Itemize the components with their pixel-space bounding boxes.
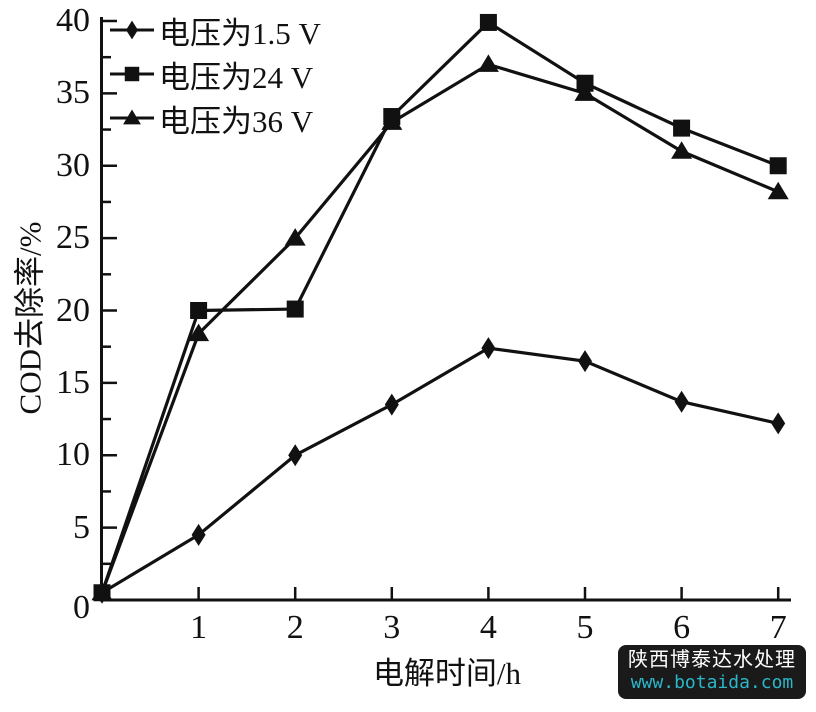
legend-label: 电压为1.5 V — [159, 15, 321, 51]
triangle-marker-icon — [110, 109, 154, 125]
diamond-marker-icon — [110, 20, 154, 40]
y-tick-label: 10 — [56, 436, 90, 474]
y-tick-label: 20 — [56, 291, 90, 329]
y-tick-label: 35 — [56, 74, 90, 112]
y-tick-label: 25 — [56, 219, 90, 257]
legend-item: 电压为36 V — [108, 96, 321, 140]
x-tick-label: 7 — [769, 609, 787, 646]
legend-item: 电压为24 V — [108, 52, 321, 96]
x-tick-label: 6 — [673, 609, 691, 646]
y-axis-label: COD去除率/% — [12, 221, 48, 415]
y-tick-label: 15 — [56, 363, 90, 401]
x-axis-label: 电解时间/h — [372, 656, 522, 691]
x-tick-label: 4 — [479, 609, 497, 646]
y-tick-label: 40 — [56, 2, 90, 39]
x-tick-label: 2 — [286, 609, 304, 646]
y-tick-label: 30 — [56, 146, 90, 184]
watermark-company: 陕西博泰达水处理 — [628, 649, 796, 671]
watermark-url: www.botaida.com — [630, 672, 794, 693]
legend-label: 电压为36 V — [159, 103, 314, 139]
legend-item: 电压为1.5 V — [108, 8, 321, 52]
x-tick-label: 1 — [190, 609, 208, 646]
legend: 电压为1.5 V 电压为24 V 电压为36 V — [108, 8, 321, 140]
y-tick-label: 0 — [73, 589, 90, 626]
square-marker-icon — [110, 66, 154, 82]
x-tick-label: 5 — [576, 609, 594, 646]
y-tick-label: 5 — [73, 508, 90, 546]
watermark: 陕西博泰达水处理 www.botaida.com — [618, 645, 806, 699]
x-tick-label: 3 — [383, 609, 401, 646]
legend-label: 电压为24 V — [159, 59, 314, 95]
